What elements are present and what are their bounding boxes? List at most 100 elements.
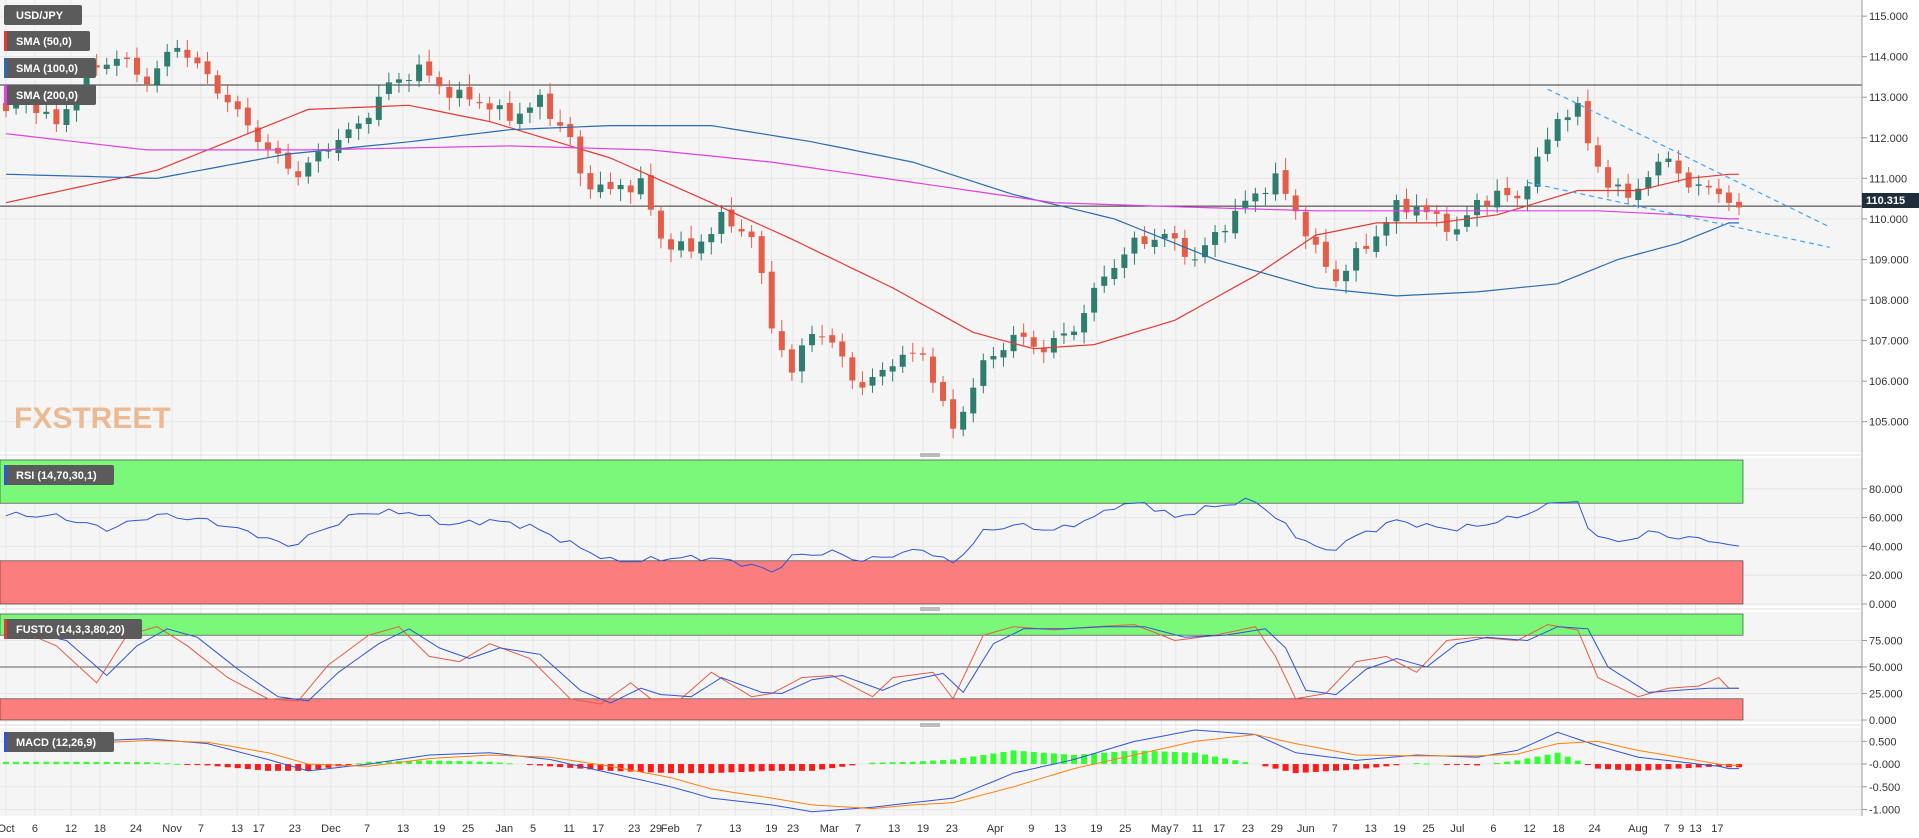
legend-fusto[interactable]: FUSTO (14,3,3,80,20) (4, 619, 142, 639)
candle-body (224, 94, 231, 103)
candle-body (960, 411, 967, 430)
candle-body (607, 181, 614, 190)
legend-macd-label: MACD (12,26,9) (16, 737, 96, 749)
macd-histogram-bar (1222, 758, 1229, 765)
rsi-line (5, 497, 1740, 573)
candle-body (768, 271, 775, 329)
x-tick-label: 23 (289, 823, 301, 835)
x-tick-label: 11 (564, 823, 575, 835)
macd-histogram-bar (1141, 750, 1148, 765)
x-tick-label: Dec (321, 823, 341, 835)
candle-body (456, 89, 463, 99)
macd-histogram-bar (627, 764, 634, 772)
candle-body (315, 151, 322, 162)
candle-body (1191, 259, 1198, 261)
candle-body (1594, 145, 1601, 167)
macd-histogram-bar (1574, 760, 1581, 765)
rsi-y-tick-label: 60.000 (1869, 513, 1903, 525)
y-axis-bg (1862, 0, 1919, 816)
zone-bands (0, 459, 1744, 721)
candle-body (1725, 192, 1732, 203)
macd-histogram-bar (1594, 764, 1601, 769)
x-tick-label: 13 (1690, 823, 1702, 835)
macd-histogram-bar (708, 764, 715, 774)
candle-body (748, 231, 755, 238)
macd-histogram-bar (93, 761, 100, 765)
candle-body (406, 79, 413, 81)
price-y-tick-label: 114.000 (1869, 52, 1908, 64)
candle-body (1232, 210, 1239, 234)
legend-macd[interactable]: MACD (12,26,9) (4, 732, 114, 752)
candle-body (1252, 193, 1259, 202)
candle-body (1141, 236, 1148, 245)
macd-histogram-bar (1181, 752, 1188, 765)
legend-symbol[interactable]: USD/JPY (4, 5, 82, 25)
candle-body (1675, 160, 1682, 174)
x-tick-label: 7 (1332, 823, 1338, 835)
macd-histogram-bar (325, 764, 332, 768)
candle-body (798, 345, 805, 372)
legend-rsi[interactable]: RSI (14,70,30,1) (4, 465, 114, 485)
legend-sma50[interactable]: SMA (50,0) (4, 31, 90, 51)
fusto-oversold-zone (0, 698, 1744, 721)
price-y-tick-label: 110.000 (1869, 214, 1908, 226)
candle-body (698, 241, 705, 254)
x-tick-label: Jul (1450, 823, 1464, 835)
macd-histogram-bar (1262, 764, 1269, 767)
panel-dividers[interactable] (0, 453, 1862, 727)
x-tick-label: 17 (1213, 823, 1225, 835)
macd-histogram-bar (234, 764, 241, 769)
candle-body (254, 127, 261, 143)
macd-histogram-bar (567, 764, 574, 768)
price-y-tick-label: 111.000 (1869, 173, 1907, 185)
candle-body (385, 82, 392, 95)
candle-body (1383, 222, 1390, 236)
price-y-tick-label: 106.000 (1869, 376, 1909, 388)
fusto-y-tick-label: 25.000 (1869, 689, 1903, 701)
candle-body (1302, 211, 1309, 237)
legend-sma100[interactable]: SMA (100,0) (4, 58, 96, 78)
x-axis-bg (0, 816, 1919, 838)
candle-body (285, 152, 292, 169)
candle-body (1353, 248, 1360, 271)
macd-y-tick-label: 0.500 (1869, 736, 1897, 748)
macd-histogram-bar (244, 764, 251, 770)
macd-histogram-bar (184, 764, 191, 766)
candle-body (436, 77, 443, 87)
x-tick-label: 25 (462, 823, 474, 835)
x-tick-label: 23 (1242, 823, 1254, 835)
macd-histogram-bar (164, 763, 171, 765)
candle-body (426, 61, 433, 76)
macd-histogram-bar (1292, 764, 1299, 774)
candle-body (1111, 267, 1118, 280)
rsi-overbought-zone (0, 459, 1744, 504)
legend-sma200[interactable]: SMA (200,0) (4, 85, 96, 105)
price-y-tick-label: 115.000 (1869, 11, 1908, 23)
x-tick-label: Nov (162, 823, 182, 835)
candle-body (547, 93, 554, 120)
candle-body (1050, 338, 1057, 353)
candle-body (1101, 276, 1108, 286)
candle-body (1534, 156, 1541, 187)
candle-body (919, 353, 926, 355)
candle-body (788, 349, 795, 373)
candle-body (395, 79, 402, 83)
macd-histogram-bar (446, 760, 453, 765)
x-tick-label: May (1151, 823, 1172, 835)
candle-body (688, 238, 695, 252)
x-tick-label: 17 (1711, 823, 1723, 835)
macd-histogram-bar (486, 761, 493, 765)
candle-body (1363, 245, 1370, 249)
macd-histogram-bar (718, 764, 725, 773)
macd-histogram-bar (1544, 754, 1551, 765)
candle-body (859, 382, 866, 388)
fusto-overbought-zone (0, 613, 1744, 636)
candle-body (1312, 236, 1319, 245)
candle-body (275, 147, 282, 154)
candle-body (1685, 172, 1692, 188)
candle-body (1494, 190, 1501, 208)
candle-body (63, 109, 70, 125)
x-tick-label: 24 (1588, 823, 1600, 835)
candle-body (1736, 201, 1742, 208)
grid (0, 0, 1862, 816)
